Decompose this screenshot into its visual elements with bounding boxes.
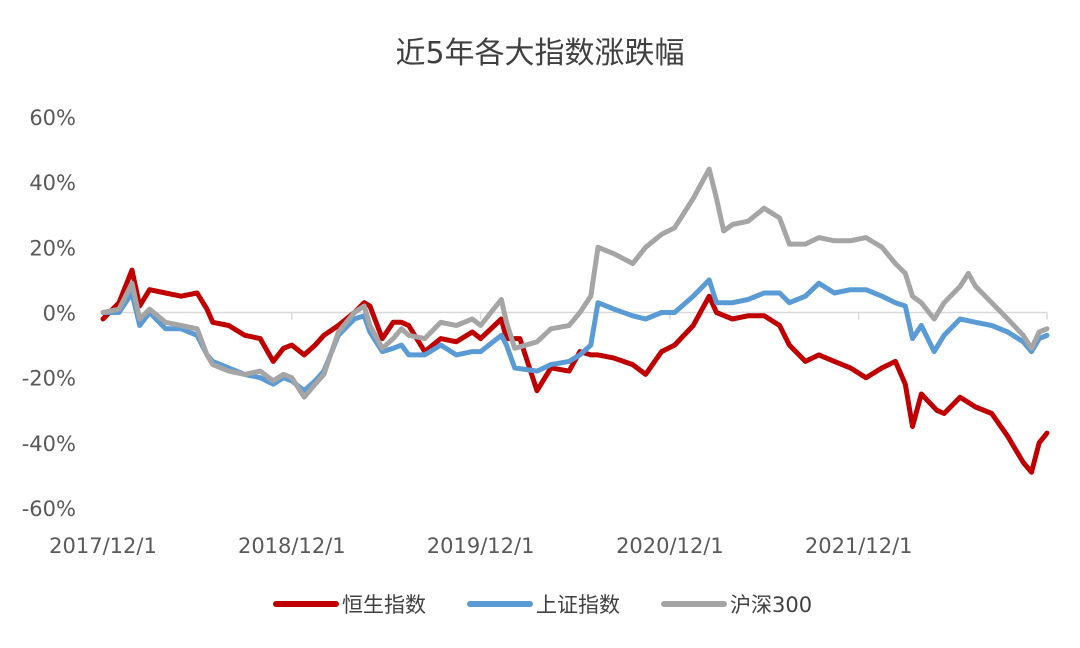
- series-line-1: [100, 267, 1050, 475]
- legend-label: 沪深300: [730, 593, 812, 617]
- y-tick-label: 40%: [29, 171, 76, 195]
- y-tick-label: 20%: [29, 236, 76, 260]
- y-tick-label: -60%: [22, 497, 76, 521]
- x-tick-label: 2021/12/1: [805, 534, 913, 558]
- legend-label: 上证指数: [536, 593, 620, 617]
- series-line-3: [100, 166, 1050, 400]
- series-line-2: [100, 277, 1050, 394]
- x-tick-label: 2020/12/1: [616, 534, 724, 558]
- y-tick-label: 0%: [43, 302, 76, 326]
- y-tick-label: -20%: [22, 367, 76, 391]
- x-tick-label: 2019/12/1: [427, 534, 535, 558]
- x-tick-label: 2018/12/1: [238, 534, 346, 558]
- series-lines: [100, 166, 1050, 475]
- x-tick-label: 2017/12/1: [49, 534, 157, 558]
- x-axis-tick-labels: 2017/12/1 2018/12/1 2019/12/1 2020/12/1 2021…: [49, 534, 912, 558]
- y-axis-tick-labels: 60% 40% 20% 0% -20% -40% -60%: [22, 106, 76, 521]
- y-tick-label: 60%: [29, 106, 76, 130]
- y-tick-label: -40%: [22, 432, 76, 456]
- chart-title: 近5年各大指数涨跌幅: [395, 36, 684, 71]
- legend-label: 恒生指数: [342, 593, 426, 617]
- legend: 恒生指数 上证指数 沪深300: [273, 593, 812, 617]
